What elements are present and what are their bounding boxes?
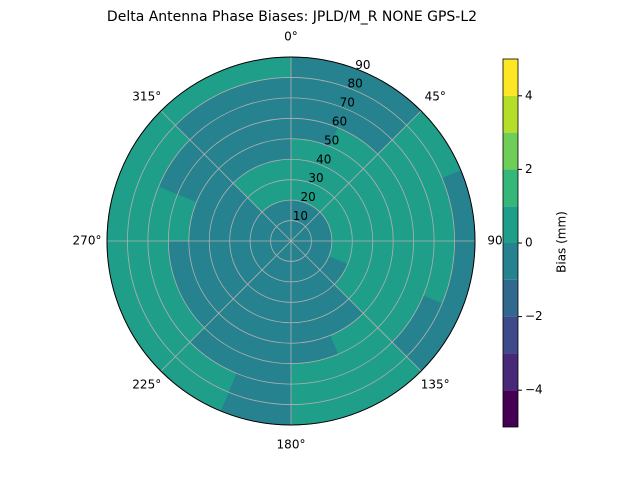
angular-grid-line: [160, 240, 292, 372]
radial-tick-label: 20: [301, 190, 316, 204]
colorbar-tick-label: 0: [525, 236, 533, 250]
colorbar-tick-label: −2: [525, 309, 543, 323]
radial-tick-label: 50: [324, 133, 339, 147]
radial-tick-label: 40: [316, 152, 331, 166]
colorbar-band: [503, 243, 518, 280]
angular-tick-label: 315°: [132, 89, 161, 103]
angular-tick-label: 90: [487, 234, 502, 248]
radial-tick-label: 60: [332, 114, 347, 128]
radial-tick-label: 80: [347, 77, 362, 91]
chart-title: Delta Antenna Phase Biases: JPLD/M_R NON…: [107, 9, 477, 25]
colorbar-band: [503, 169, 518, 207]
colorbar-band: [503, 353, 518, 391]
angular-tick-label: 0°: [284, 30, 298, 44]
colorbar-band: [503, 59, 518, 96]
colorbar-band: [503, 95, 518, 133]
polar-frame: [106, 56, 476, 426]
colorbar-tick-label: 4: [525, 88, 533, 102]
angular-tick-label: 45°: [425, 89, 446, 103]
angular-tick-label: 135°: [421, 378, 450, 392]
colorbar-band: [503, 132, 518, 170]
colorbar-band: [503, 206, 518, 243]
angular-grid-line: [160, 110, 292, 242]
radial-tick-label: 30: [308, 171, 323, 185]
colorbar-label: Bias (mm): [555, 211, 569, 273]
colorbar-tick-label: 2: [525, 162, 533, 176]
angular-tick-label: 180°: [277, 438, 306, 452]
angular-tick-label: 225°: [132, 378, 161, 392]
angular-grid-line: [290, 240, 422, 372]
radial-tick-label: 90: [355, 58, 370, 72]
angular-tick-label: 270°: [73, 234, 102, 248]
colorbar-band: [503, 316, 518, 354]
radial-tick-label: 70: [340, 96, 355, 110]
colorbar-band: [503, 279, 518, 317]
angular-grid-line: [290, 110, 422, 242]
colorbar-band: [503, 390, 518, 427]
colorbar-tick-label: −4: [525, 383, 543, 397]
radial-tick-label: 10: [293, 209, 308, 223]
